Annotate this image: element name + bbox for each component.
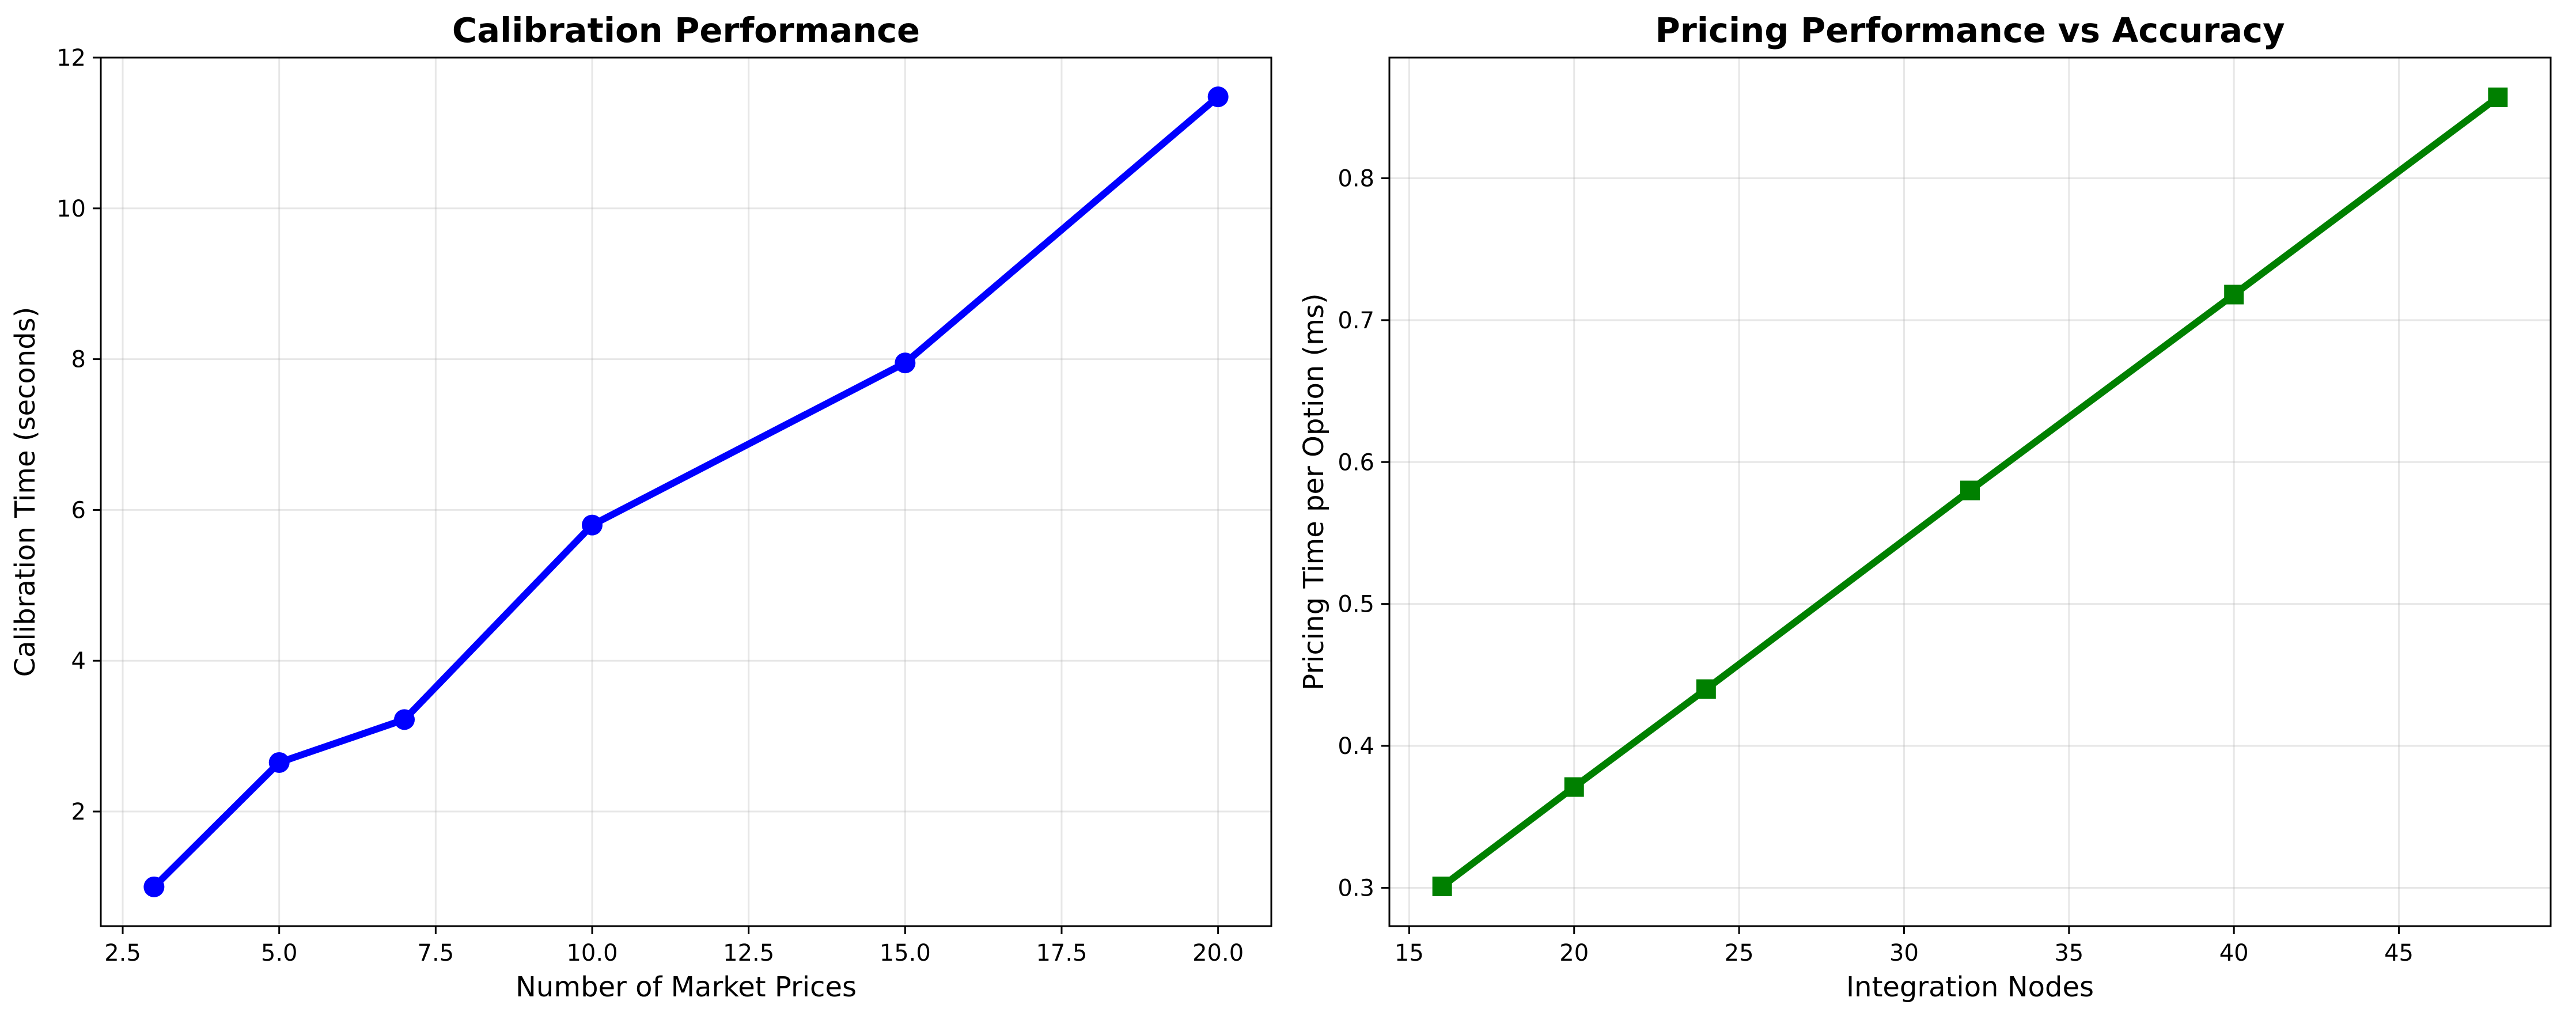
calibration-y-axis-label: Calibration Time (seconds) <box>9 307 41 677</box>
pricing-x-tick-label-5: 40 <box>2219 940 2249 966</box>
calibration-x-tick-label-1: 5.0 <box>261 940 298 966</box>
calibration-point-4 <box>895 352 916 374</box>
calibration-point-0 <box>143 876 165 897</box>
pricing-performance-chart: 15 20 25 30 35 40 45 0.3 0.4 0.5 0.6 0.7 0.8 Pricin… <box>1298 10 2552 1003</box>
calibration-series-line-0 <box>150 93 1222 890</box>
calibration-y-tick-label-4: 10 <box>56 196 86 222</box>
pricing-y-tick-label-3: 0.6 <box>1338 449 1374 476</box>
calibration-point-1 <box>268 752 290 773</box>
pricing-point-3 <box>1960 480 1980 500</box>
calibration-performance-chart: 2.5 5.0 7.5 10.0 12.5 15.0 17.5 20.0 2 4 6 8 10 12 C… <box>9 10 1272 1003</box>
pricing-point-5 <box>2488 87 2508 107</box>
calibration-x-axis-label: Number of Market Prices <box>516 971 857 1003</box>
calibration-x-tick-label-5: 15.0 <box>880 940 931 966</box>
pricing-y-tick-label-4: 0.7 <box>1338 308 1374 334</box>
calibration-y-tick-label-0: 2 <box>71 799 86 825</box>
pricing-point-0 <box>1432 877 1452 897</box>
pricing-y-axis-label: Pricing Time per Option (ms) <box>1298 293 1330 690</box>
pricing-x-tick-label-6: 45 <box>2384 940 2414 966</box>
calibration-grid <box>101 56 1271 926</box>
calibration-point-3 <box>582 514 603 536</box>
pricing-point-2 <box>1696 679 1716 699</box>
calibration-x-tick-label-7: 20.0 <box>1192 940 1244 966</box>
pricing-series <box>1432 87 2508 897</box>
calibration-x-tick-label-6: 17.5 <box>1036 940 1087 966</box>
pricing-series-line-0 <box>1438 93 2502 890</box>
pricing-y-tick-label-1: 0.4 <box>1338 733 1374 760</box>
calibration-point-5 <box>1207 86 1229 108</box>
calibration-point-2 <box>394 709 415 730</box>
pricing-point-1 <box>1564 777 1584 797</box>
pricing-x-tick-label-2: 25 <box>1725 940 1754 966</box>
calibration-x-tick-label-0: 2.5 <box>104 940 141 966</box>
calibration-series <box>143 86 1229 897</box>
pricing-x-tick-label-3: 30 <box>1889 940 1919 966</box>
calibration-y-tick-label-3: 8 <box>71 347 86 373</box>
calibration-x-tick-label-2: 7.5 <box>418 940 454 966</box>
pricing-x-axis-label: Integration Nodes <box>1846 971 2094 1003</box>
calibration-chart-title: Calibration Performance <box>452 10 920 50</box>
pricing-chart-title: Pricing Performance vs Accuracy <box>1655 10 2285 50</box>
calibration-x-tick-label-4: 12.5 <box>723 940 774 966</box>
calibration-x-tick-label-3: 10.0 <box>566 940 618 966</box>
calibration-y-tick-label-2: 6 <box>71 497 86 524</box>
pricing-y-tick-label-5: 0.8 <box>1338 165 1374 192</box>
pricing-y-tick-label-2: 0.5 <box>1338 591 1374 618</box>
calibration-y-tick-label-5: 12 <box>56 45 86 71</box>
calibration-x-ticks: 2.5 5.0 7.5 10.0 12.5 15.0 17.5 20.0 <box>104 926 1244 966</box>
pricing-y-ticks: 0.3 0.4 0.5 0.6 0.7 0.8 <box>1338 165 1389 901</box>
pricing-y-tick-label-0: 0.3 <box>1338 875 1374 901</box>
pricing-point-4 <box>2224 285 2244 305</box>
pricing-x-tick-label-1: 20 <box>1559 940 1589 966</box>
pricing-axes-frame <box>1388 56 2552 927</box>
calibration-y-ticks: 2 4 6 8 10 12 <box>56 45 101 825</box>
pricing-x-tick-label-4: 35 <box>2054 940 2083 966</box>
calibration-y-tick-label-1: 4 <box>71 648 86 674</box>
pricing-x-tick-label-0: 15 <box>1395 940 1424 966</box>
calibration-axes-frame <box>100 56 1272 927</box>
pricing-x-ticks: 15 20 25 30 35 40 45 <box>1395 926 2414 966</box>
